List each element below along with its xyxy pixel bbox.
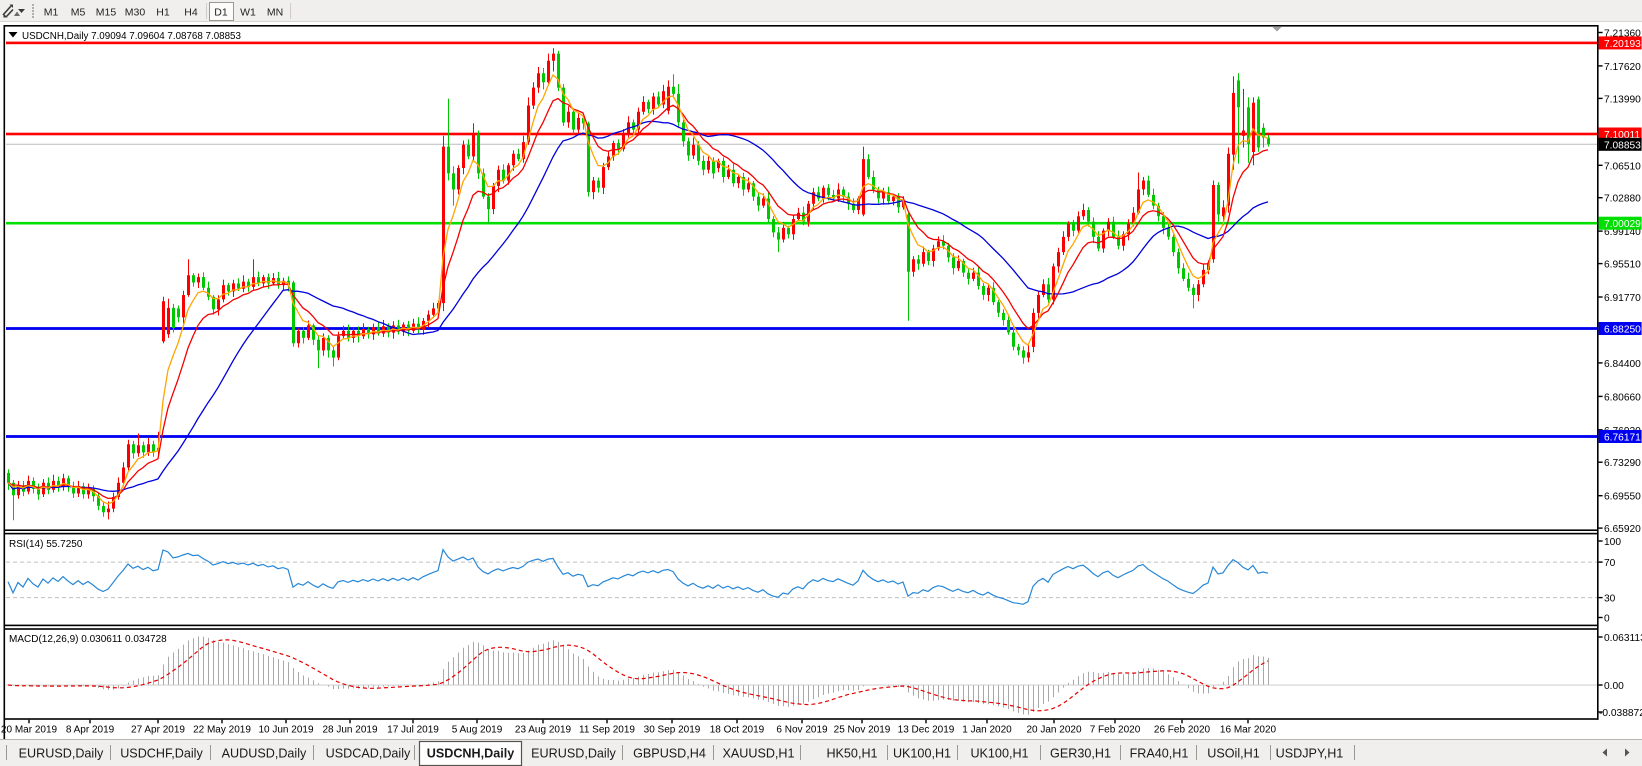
svg-text:0.063113: 0.063113 xyxy=(1604,633,1642,644)
svg-text:6.73290: 6.73290 xyxy=(1604,458,1641,469)
svg-text:1 Jan 2020: 1 Jan 2020 xyxy=(962,725,1012,736)
svg-text:7.00029: 7.00029 xyxy=(1604,219,1641,230)
svg-text:AUDUSD,Daily: AUDUSD,Daily xyxy=(222,747,307,761)
svg-text:6.99140: 6.99140 xyxy=(1604,227,1641,238)
svg-text:M15: M15 xyxy=(96,7,117,19)
svg-text:-0.038872: -0.038872 xyxy=(1599,708,1642,719)
svg-text:W1: W1 xyxy=(240,7,256,19)
svg-text:6.91770: 6.91770 xyxy=(1604,293,1641,304)
svg-text:0.00: 0.00 xyxy=(1604,681,1624,692)
svg-text:MACD(12,26,9) 0.030611 0.03472: MACD(12,26,9) 0.030611 0.034728 xyxy=(9,634,167,645)
svg-text:GER30,H1: GER30,H1 xyxy=(1050,747,1111,761)
svg-text:20 Jan 2020: 20 Jan 2020 xyxy=(1026,725,1081,736)
svg-text:6.95510: 6.95510 xyxy=(1604,260,1641,271)
svg-text:27 Apr 2019: 27 Apr 2019 xyxy=(131,725,185,736)
svg-text:100: 100 xyxy=(1604,537,1621,548)
svg-text:26 Feb 2020: 26 Feb 2020 xyxy=(1154,725,1211,736)
svg-text:6.80660: 6.80660 xyxy=(1604,392,1641,403)
svg-text:13 Dec 2019: 13 Dec 2019 xyxy=(898,725,955,736)
svg-text:11 Sep 2019: 11 Sep 2019 xyxy=(579,725,635,736)
svg-text:7.10011: 7.10011 xyxy=(1604,130,1640,141)
svg-text:RSI(14) 55.7250: RSI(14) 55.7250 xyxy=(9,539,83,550)
svg-text:0: 0 xyxy=(1604,614,1610,625)
svg-text:70: 70 xyxy=(1604,558,1616,569)
svg-text:6 Nov 2019: 6 Nov 2019 xyxy=(776,725,828,736)
svg-text:30: 30 xyxy=(1604,594,1616,605)
svg-text:HK50,H1: HK50,H1 xyxy=(826,747,877,761)
svg-text:H4: H4 xyxy=(184,7,198,19)
svg-text:23 Aug 2019: 23 Aug 2019 xyxy=(515,725,572,736)
svg-text:D1: D1 xyxy=(214,7,228,19)
svg-text:UK100,H1: UK100,H1 xyxy=(893,747,951,761)
svg-text:28 Jun 2019: 28 Jun 2019 xyxy=(322,725,377,736)
svg-text:6.76171: 6.76171 xyxy=(1604,433,1641,444)
svg-text:6.69550: 6.69550 xyxy=(1604,492,1641,503)
svg-text:MN: MN xyxy=(267,7,283,19)
svg-text:M5: M5 xyxy=(71,7,86,19)
svg-text:22 May 2019: 22 May 2019 xyxy=(193,725,251,736)
svg-text:USDCHF,Daily: USDCHF,Daily xyxy=(120,747,203,761)
svg-text:XAUUSD,H1: XAUUSD,H1 xyxy=(722,747,794,761)
svg-text:6.65920: 6.65920 xyxy=(1604,524,1641,535)
svg-text:5 Aug 2019: 5 Aug 2019 xyxy=(452,725,503,736)
svg-text:M1: M1 xyxy=(44,7,59,19)
svg-text:FRA40,H1: FRA40,H1 xyxy=(1130,747,1189,761)
svg-text:7.13990: 7.13990 xyxy=(1604,94,1641,105)
svg-text:USDCNH,Daily 7.09094 7.09604: USDCNH,Daily 7.09094 7.09604 7.08768 7.0… xyxy=(22,31,241,42)
svg-text:USDJPY,H1: USDJPY,H1 xyxy=(1276,747,1344,761)
svg-text:7.17620: 7.17620 xyxy=(1604,62,1641,73)
svg-text:7.02880: 7.02880 xyxy=(1604,194,1641,205)
svg-text:GBPUSD,H4: GBPUSD,H4 xyxy=(633,747,706,761)
svg-text:M30: M30 xyxy=(125,7,146,19)
svg-text:16 Mar 2020: 16 Mar 2020 xyxy=(1220,725,1277,736)
svg-text:UK100,H1: UK100,H1 xyxy=(970,747,1028,761)
svg-text:7.20193: 7.20193 xyxy=(1604,39,1641,50)
svg-text:USDCAD,Daily: USDCAD,Daily xyxy=(326,747,411,761)
svg-text:USOil,H1: USOil,H1 xyxy=(1207,747,1259,761)
svg-text:17 Jul 2019: 17 Jul 2019 xyxy=(387,725,439,736)
svg-text:6.88250: 6.88250 xyxy=(1604,325,1641,336)
svg-text:7.06510: 7.06510 xyxy=(1604,161,1641,172)
svg-text:H1: H1 xyxy=(156,7,170,19)
svg-text:6.84400: 6.84400 xyxy=(1604,359,1641,370)
svg-text:25 Nov 2019: 25 Nov 2019 xyxy=(834,725,891,736)
svg-text:7.08853: 7.08853 xyxy=(1604,140,1641,151)
svg-text:7.21360: 7.21360 xyxy=(1604,29,1641,40)
svg-text:20 Mar 2019: 20 Mar 2019 xyxy=(1,725,58,736)
svg-text:8 Apr 2019: 8 Apr 2019 xyxy=(66,725,115,736)
svg-text:USDCNH,Daily: USDCNH,Daily xyxy=(427,747,514,761)
svg-text:30 Sep 2019: 30 Sep 2019 xyxy=(644,725,701,736)
svg-text:10 Jun 2019: 10 Jun 2019 xyxy=(258,725,313,736)
svg-text:EURUSD,Daily: EURUSD,Daily xyxy=(531,747,616,761)
svg-text:EURUSD,Daily: EURUSD,Daily xyxy=(19,747,104,761)
svg-text:18 Oct 2019: 18 Oct 2019 xyxy=(710,725,765,736)
svg-text:7 Feb 2020: 7 Feb 2020 xyxy=(1090,725,1141,736)
